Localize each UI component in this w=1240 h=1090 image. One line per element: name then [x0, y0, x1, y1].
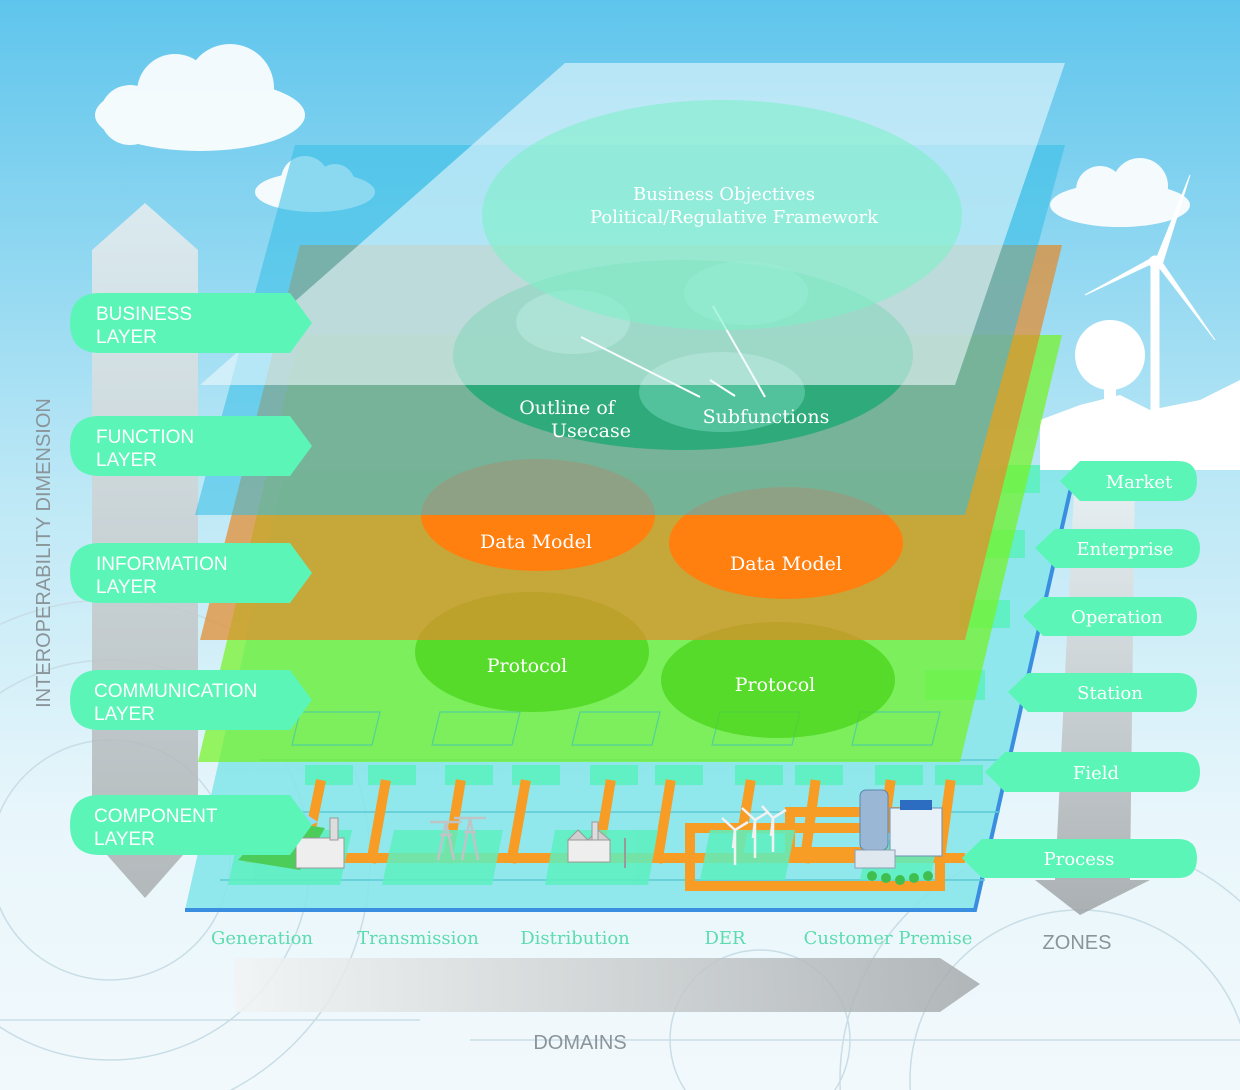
cloud-icon [1050, 158, 1190, 227]
outline-of-usecase-label-2: Usecase [551, 420, 631, 442]
svg-text:LAYER: LAYER [96, 450, 157, 471]
domains-axis-title: DOMAINS [533, 1032, 626, 1054]
outline-of-usecase-label-1: Outline of [519, 397, 617, 419]
svg-text:Operation: Operation [1071, 607, 1163, 628]
zone-label-station: Station [1008, 673, 1197, 712]
business-objectives-bubble [482, 100, 962, 330]
svg-text:Field: Field [1073, 763, 1119, 784]
landscape-silhouette [1040, 320, 1240, 470]
domain-label-generation: Generation [211, 928, 313, 949]
layer-label-business: BUSINESS LAYER [70, 293, 312, 353]
svg-text:BUSINESS: BUSINESS [96, 304, 192, 325]
cloud-icon [95, 44, 305, 151]
data-model-label-left: Data Model [480, 531, 592, 553]
wind-farm-icon [721, 805, 787, 865]
layer-label-function: FUNCTION LAYER [70, 416, 312, 476]
interoperability-axis-title: INTEROPERABILITY DIMENSION [33, 398, 55, 708]
svg-text:LAYER: LAYER [94, 704, 155, 725]
svg-text:INFORMATION: INFORMATION [96, 554, 228, 575]
zone-label-market: Market [1060, 461, 1197, 501]
svg-text:LAYER: LAYER [96, 577, 157, 598]
buildings-icon [854, 789, 943, 885]
subfunctions-label: Subfunctions [703, 406, 830, 428]
data-model-label-right: Data Model [730, 553, 842, 575]
layer-label-component: COMPONENT LAYER [70, 795, 312, 855]
layer-label-information: INFORMATION LAYER [70, 543, 312, 603]
svg-text:Enterprise: Enterprise [1077, 539, 1174, 560]
factory-icon [566, 821, 626, 868]
domains-arrow [235, 958, 980, 1012]
layer-label-communication: COMMUNICATION LAYER [70, 670, 312, 730]
zone-label-process: Process [962, 839, 1197, 878]
protocol-label-left: Protocol [487, 655, 568, 677]
transmission-tower-icon [430, 816, 486, 861]
svg-text:LAYER: LAYER [96, 327, 157, 348]
zone-label-enterprise: Enterprise [1035, 529, 1200, 568]
business-objectives-label: Business Objectives [633, 184, 815, 205]
domain-label-customer-premise: Customer Premise [804, 928, 973, 949]
zone-label-operation: Operation [1023, 597, 1197, 636]
domain-label-der: DER [704, 928, 746, 949]
protocol-bubble-right [661, 622, 895, 738]
protocol-label-right: Protocol [735, 674, 816, 696]
svg-text:Market: Market [1106, 472, 1173, 493]
svg-text:FUNCTION: FUNCTION [96, 427, 194, 448]
svg-text:Process: Process [1044, 849, 1115, 870]
svg-text:LAYER: LAYER [94, 829, 155, 850]
svg-text:Station: Station [1077, 683, 1143, 704]
svg-text:COMMUNICATION: COMMUNICATION [94, 681, 257, 702]
wind-turbine-icon [1084, 174, 1216, 421]
domain-label-distribution: Distribution [520, 928, 630, 949]
zone-label-field: Field [985, 752, 1200, 792]
zones-axis-title: ZONES [1043, 932, 1112, 954]
regulative-framework-label: Political/Regulative Framework [590, 207, 879, 228]
domain-label-transmission: Transmission [357, 928, 479, 949]
svg-text:COMPONENT: COMPONENT [94, 806, 218, 827]
